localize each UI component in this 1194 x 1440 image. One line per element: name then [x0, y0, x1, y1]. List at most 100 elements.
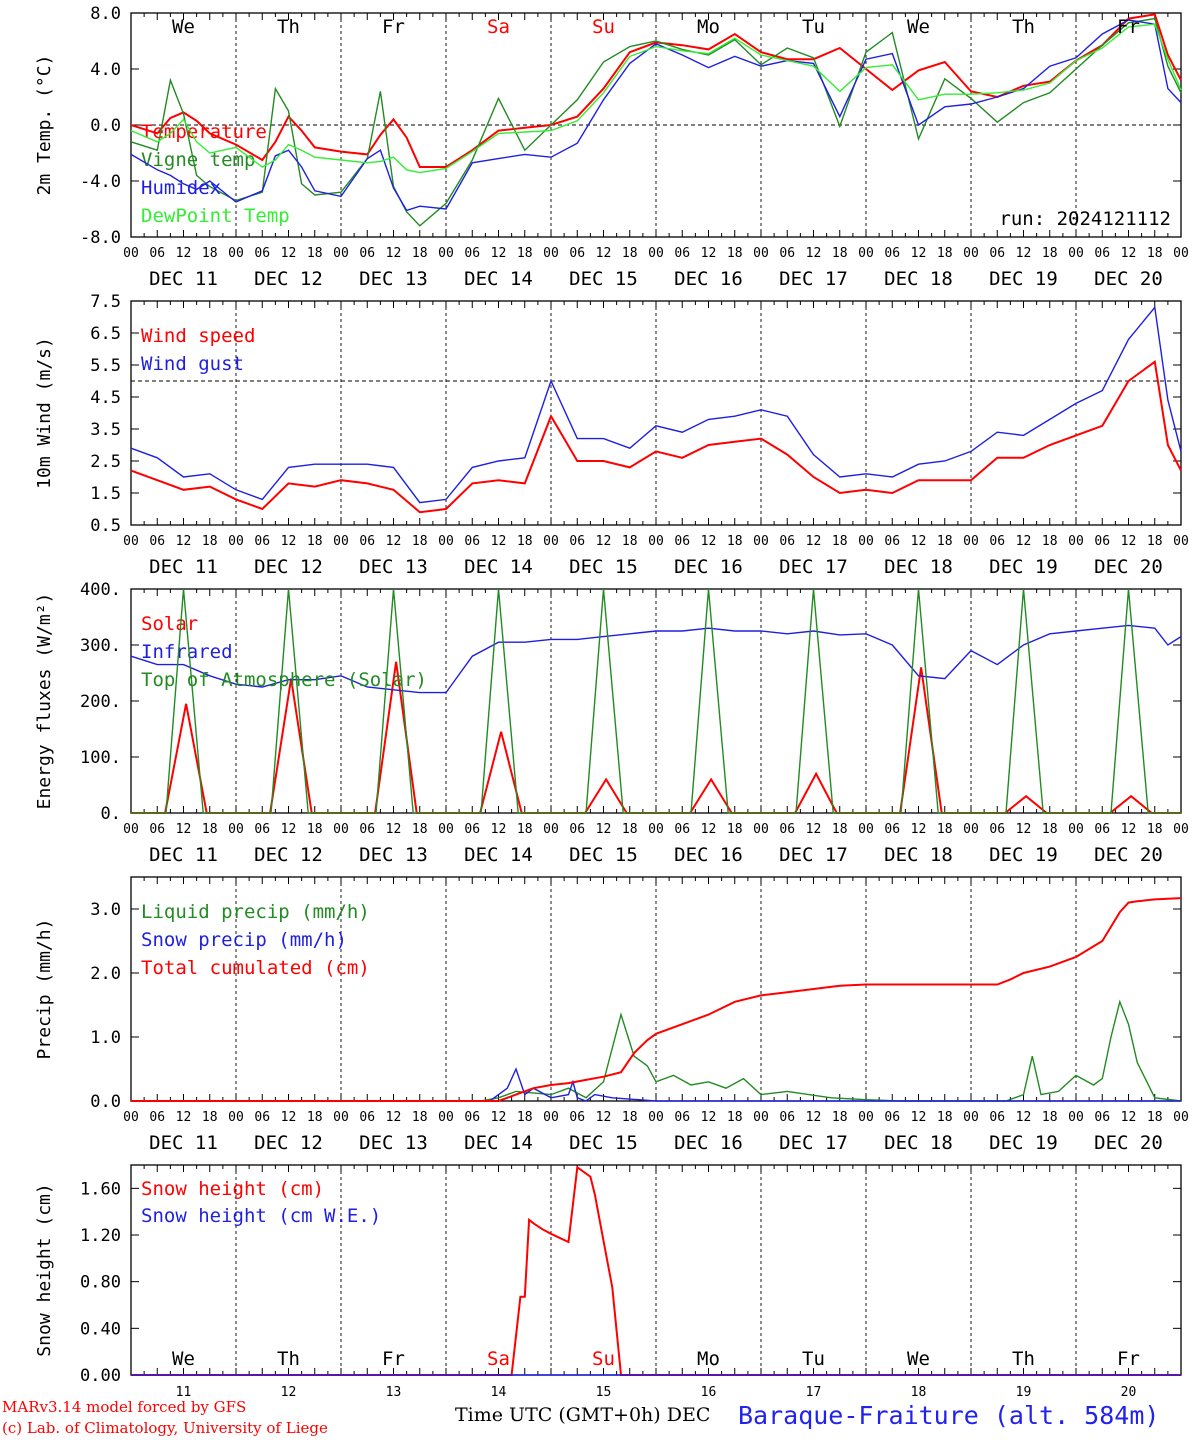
x-hour-label: 18: [1147, 1110, 1163, 1125]
x-hour-label: 18: [727, 246, 743, 261]
x-date-label: DEC 17: [779, 1132, 848, 1154]
x-hour-label: 12: [491, 246, 507, 261]
x-hour-label: 00: [753, 1110, 769, 1125]
x-hour-label: 18: [832, 246, 848, 261]
x-hour-label: 06: [569, 534, 585, 549]
x-date-label: DEC 11: [149, 844, 218, 866]
x-hour-label: 00: [543, 822, 559, 837]
x-hour-label: 00: [333, 246, 349, 261]
weekday-label: We: [172, 16, 195, 38]
x-hour-label: 12: [911, 534, 927, 549]
x-hour-label: 12: [596, 246, 612, 261]
legend-entry: Wind speed: [141, 325, 255, 347]
x-hour-label: 06: [674, 534, 690, 549]
y-tick-label: 0.80: [80, 1273, 121, 1293]
x-hour-label: 06: [359, 246, 375, 261]
x-date-label: DEC 13: [359, 844, 428, 866]
x-hour-label: 12: [491, 1110, 507, 1125]
weekday-label: Fr: [382, 1348, 405, 1370]
x-hour-label: 12: [281, 246, 297, 261]
y-tick-label: 6.5: [90, 324, 121, 344]
weekday-label: We: [907, 1348, 930, 1370]
legend-entry: Snow height (cm): [141, 1178, 324, 1200]
x-hour-label: 12: [806, 534, 822, 549]
x-hour-label: 18: [307, 822, 323, 837]
legend-entry: Temperature: [141, 121, 267, 143]
x-hour-label: 18: [307, 534, 323, 549]
x-hour-label: 12: [1016, 246, 1032, 261]
lab-credit: (c) Lab. of Climatology, University of L…: [2, 1419, 328, 1437]
x-hour-label: 12: [596, 822, 612, 837]
x-hour-label: 06: [1094, 1110, 1110, 1125]
x-hour-label: 00: [963, 246, 979, 261]
x-date-label: DEC 12: [254, 556, 323, 578]
y-axis-label: 10m Wind (m/s): [34, 337, 55, 489]
x-hour-label: 06: [149, 246, 165, 261]
x-hour-label: 18: [202, 1110, 218, 1125]
x-hour-label: 00: [753, 246, 769, 261]
legend-entry: Humidex: [141, 177, 221, 199]
x-hour-label: 06: [569, 822, 585, 837]
series-line-liquid-precip-mm-h-: [131, 999, 1182, 1102]
legend-entry: Solar: [141, 613, 198, 635]
x-hour-label: 12: [806, 1110, 822, 1125]
y-tick-label: 0.00: [80, 1366, 121, 1386]
x-hour-label: 18: [937, 1110, 953, 1125]
y-tick-label: 400.: [80, 580, 121, 600]
x-hour-label: 18: [727, 1110, 743, 1125]
x-hour-label: 00: [438, 246, 454, 261]
x-hour-label: 06: [1094, 822, 1110, 837]
x-hour-label: 06: [1094, 534, 1110, 549]
series-line-wind-speed: [130, 360, 1182, 514]
x-hour-label: 12: [176, 1110, 192, 1125]
x-day-number: 11: [176, 1385, 192, 1400]
x-date-label: DEC 14: [464, 268, 533, 290]
y-tick-label: 1.5: [90, 484, 121, 504]
x-hour-label: 06: [464, 246, 480, 261]
x-date-label: DEC 18: [884, 556, 953, 578]
time-axis-title: Time UTC (GMT+0h) DEC: [455, 1404, 711, 1426]
weekday-label: Su: [592, 1348, 615, 1370]
x-date-label: DEC 16: [674, 844, 743, 866]
x-hour-label: 00: [228, 822, 244, 837]
x-hour-label: 00: [858, 822, 874, 837]
x-hour-label: 18: [1147, 246, 1163, 261]
series-line-total-cumulated-cm-: [131, 897, 1182, 1102]
x-hour-label: 18: [202, 822, 218, 837]
x-hour-label: 18: [307, 1110, 323, 1125]
x-hour-label: 18: [1147, 534, 1163, 549]
y-tick-label: 1.20: [80, 1226, 121, 1246]
series-line-wind-gust: [130, 305, 1182, 504]
weekday-label: Mo: [697, 1348, 720, 1370]
x-hour-label: 06: [464, 1110, 480, 1125]
x-hour-label: 00: [648, 534, 664, 549]
x-hour-label: 06: [989, 1110, 1005, 1125]
x-hour-label: 00: [858, 534, 874, 549]
x-date-label: DEC 20: [1094, 844, 1163, 866]
x-date-label: DEC 17: [779, 268, 848, 290]
weekday-label: Su: [592, 16, 615, 38]
legend-entry: Liquid precip (mm/h): [141, 901, 370, 923]
x-date-label: DEC 13: [359, 268, 428, 290]
x-hour-label: 06: [359, 534, 375, 549]
y-tick-label: 0.: [101, 804, 121, 824]
x-hour-label: 12: [1121, 822, 1137, 837]
x-hour-label: 06: [779, 1110, 795, 1125]
weekday-label: Fr: [382, 16, 405, 38]
legend-entry: Top of Atmosphere (Solar): [141, 669, 427, 691]
x-hour-label: 18: [622, 534, 638, 549]
x-hour-label: 06: [884, 1110, 900, 1125]
x-date-label: DEC 12: [254, 844, 323, 866]
x-date-label: DEC 20: [1094, 556, 1163, 578]
x-hour-label: 06: [779, 822, 795, 837]
weekday-label: We: [907, 16, 930, 38]
x-date-label: DEC 19: [989, 1132, 1058, 1154]
x-hour-label: 00: [123, 822, 139, 837]
x-hour-label: 06: [569, 246, 585, 261]
y-tick-label: -4.0: [80, 172, 121, 192]
x-date-label: DEC 19: [989, 268, 1058, 290]
x-hour-label: 12: [1121, 1110, 1137, 1125]
x-hour-label: 00: [543, 534, 559, 549]
weekday-label: Sa: [487, 1348, 510, 1370]
x-hour-label: 12: [911, 246, 927, 261]
